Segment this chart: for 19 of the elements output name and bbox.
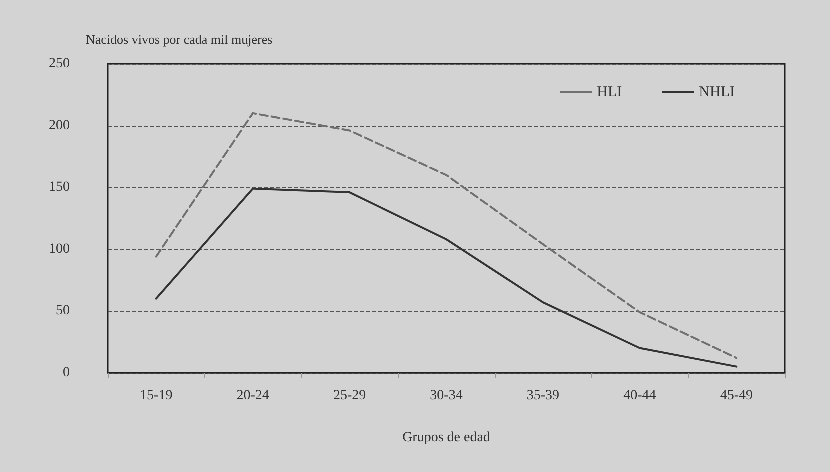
y-axis-title: Nacidos vivos por cada mil mujeres xyxy=(86,32,273,47)
y-tick-label: 50 xyxy=(56,304,70,319)
y-tick-label: 250 xyxy=(49,56,70,72)
x-tick-label: 15-19 xyxy=(140,388,173,404)
y-tick-label: 0 xyxy=(63,366,70,380)
x-tick-label: 25-29 xyxy=(333,388,366,404)
legend-label: HLI xyxy=(597,84,622,100)
line-series xyxy=(155,112,738,360)
x-tick-label: 35-39 xyxy=(526,388,560,404)
x-tick-label: 45-49 xyxy=(720,388,753,404)
y-tick-label: 100 xyxy=(49,242,70,257)
x-tick-label: 20-24 xyxy=(236,388,270,404)
x-tick-label: 40-44 xyxy=(624,388,656,404)
x-axis-title: Grupos de edad xyxy=(402,430,490,446)
x-tick-label: 30-34 xyxy=(430,388,463,404)
legend-label: NHLI xyxy=(699,84,736,100)
y-tick-label: 150 xyxy=(49,180,70,196)
line-series xyxy=(155,188,738,368)
y-tick-label: 200 xyxy=(49,118,70,134)
